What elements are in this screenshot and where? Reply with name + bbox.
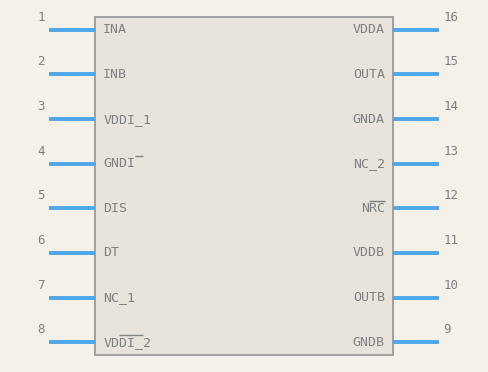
Text: 1: 1 xyxy=(37,11,45,24)
Text: 11: 11 xyxy=(443,234,458,247)
Text: INA: INA xyxy=(103,23,127,36)
Text: VDDA: VDDA xyxy=(353,23,385,36)
Text: 13: 13 xyxy=(443,145,458,158)
Text: 10: 10 xyxy=(443,279,458,292)
Bar xyxy=(95,17,393,355)
Text: INB: INB xyxy=(103,68,127,81)
Text: 16: 16 xyxy=(443,11,458,24)
Text: NC_2: NC_2 xyxy=(353,157,385,170)
Text: 9: 9 xyxy=(443,323,451,336)
Text: OUTA: OUTA xyxy=(353,68,385,81)
Text: VDDI_2: VDDI_2 xyxy=(103,336,151,349)
Text: GNDA: GNDA xyxy=(353,113,385,125)
Text: OUTB: OUTB xyxy=(353,291,385,304)
Text: DIS: DIS xyxy=(103,202,127,215)
Text: GNDI: GNDI xyxy=(103,157,135,170)
Text: DT: DT xyxy=(103,247,119,259)
Text: 6: 6 xyxy=(37,234,45,247)
Text: 4: 4 xyxy=(37,145,45,158)
Text: 2: 2 xyxy=(37,55,45,68)
Text: 15: 15 xyxy=(443,55,458,68)
Text: 3: 3 xyxy=(37,100,45,113)
Text: 5: 5 xyxy=(37,189,45,202)
Text: 8: 8 xyxy=(37,323,45,336)
Text: 12: 12 xyxy=(443,189,458,202)
Text: VDDB: VDDB xyxy=(353,247,385,259)
Text: 7: 7 xyxy=(37,279,45,292)
Text: GNDB: GNDB xyxy=(353,336,385,349)
Text: VDDI_1: VDDI_1 xyxy=(103,113,151,125)
Text: NC_1: NC_1 xyxy=(103,291,135,304)
Text: 14: 14 xyxy=(443,100,458,113)
Text: NRC: NRC xyxy=(361,202,385,215)
